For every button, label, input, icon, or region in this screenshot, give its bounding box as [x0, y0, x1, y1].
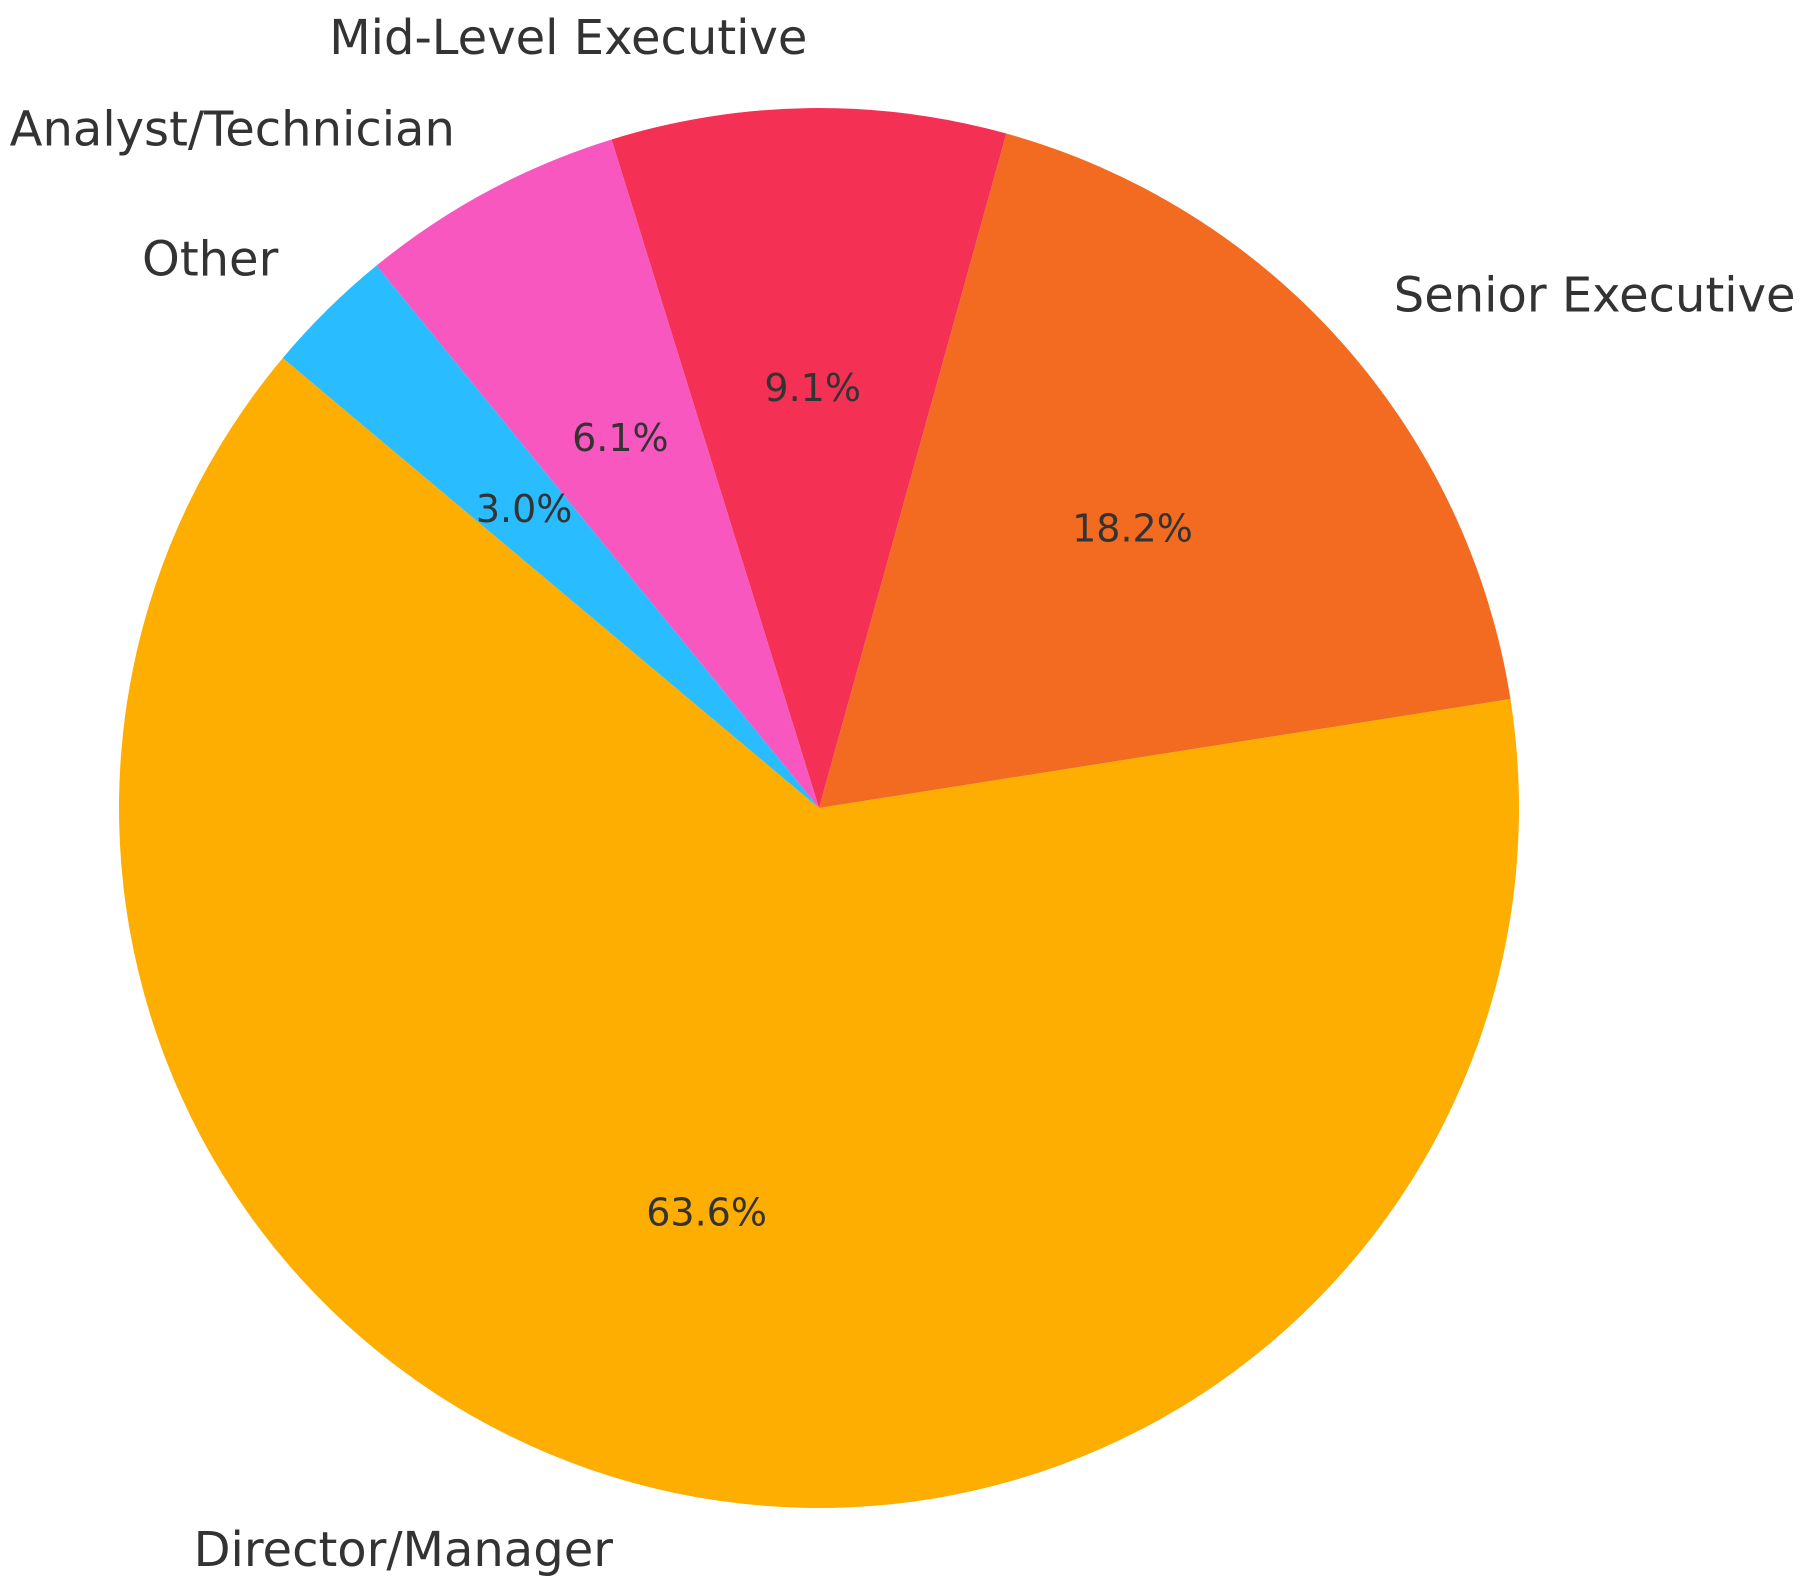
- category-label-mid-level-executive: Mid-Level Executive: [329, 10, 807, 66]
- pie-slices: [119, 107, 1520, 1508]
- category-label-director-manager: Director/Manager: [194, 1522, 614, 1578]
- pct-label-other: 3.0%: [476, 487, 573, 531]
- pie-slice-director-manager: [119, 358, 1520, 1508]
- pct-label-director-manager: 63.6%: [646, 1191, 767, 1235]
- pie-slice-other: [282, 265, 819, 809]
- pie-slice-analyst-technician: [376, 139, 819, 808]
- category-label-senior-executive: Senior Executive: [1394, 268, 1796, 324]
- category-label-analyst-technician: Analyst/Technician: [10, 102, 455, 158]
- category-label-other: Other: [142, 232, 279, 288]
- pct-label-mid-level-executive: 9.1%: [764, 366, 861, 410]
- pie-slice-senior-executive: [819, 133, 1511, 808]
- pct-label-analyst-technician: 6.1%: [572, 416, 669, 460]
- category-labels: Director/Manager Senior Executive Mid-Leve…: [10, 10, 1796, 1578]
- pie-slice-mid-level-executive: [611, 107, 1007, 808]
- pct-label-senior-executive: 18.2%: [1072, 506, 1193, 550]
- percentage-labels: 63.6% 18.2% 9.1% 6.1% 3.0%: [476, 366, 1193, 1235]
